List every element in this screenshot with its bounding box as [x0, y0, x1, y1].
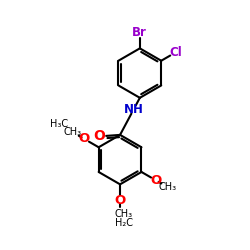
Text: Br: Br [132, 26, 147, 39]
Text: O: O [79, 132, 90, 145]
Text: CH₃: CH₃ [115, 209, 133, 219]
Text: Cl: Cl [170, 46, 182, 59]
Text: H₃C: H₃C [50, 119, 68, 129]
Text: NH: NH [124, 103, 144, 116]
Text: O: O [114, 194, 126, 207]
Text: O: O [150, 174, 162, 187]
Text: O: O [93, 129, 105, 143]
Text: CH₃: CH₃ [159, 182, 177, 192]
Text: H₂C: H₂C [115, 218, 133, 228]
Text: CH₃: CH₃ [64, 127, 82, 137]
